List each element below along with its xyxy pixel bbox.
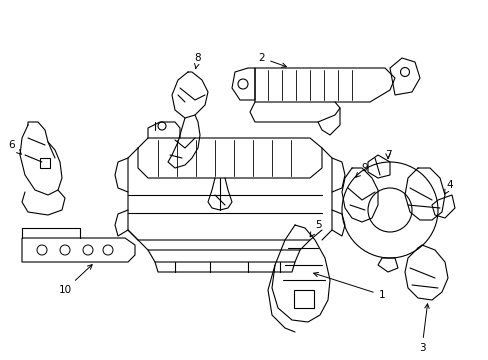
Text: 8: 8 xyxy=(194,53,201,69)
Text: 1: 1 xyxy=(313,273,385,300)
Text: 4: 4 xyxy=(444,180,452,194)
Text: 7: 7 xyxy=(384,150,390,160)
Text: 6: 6 xyxy=(9,140,21,154)
Text: 9: 9 xyxy=(355,163,367,177)
Text: 3: 3 xyxy=(418,304,428,353)
Text: 5: 5 xyxy=(309,220,321,237)
Text: 2: 2 xyxy=(258,53,286,67)
Text: 10: 10 xyxy=(59,265,92,295)
